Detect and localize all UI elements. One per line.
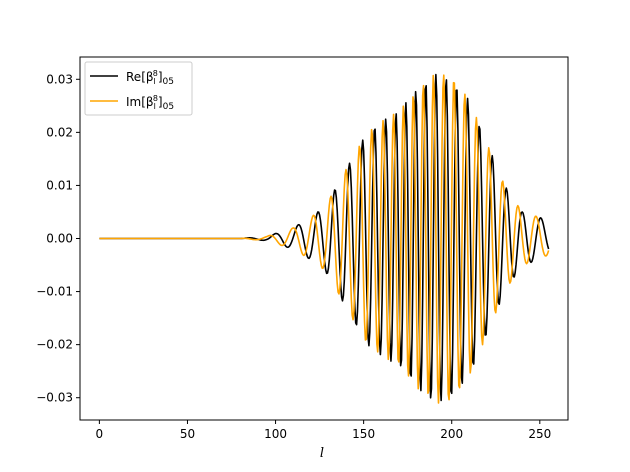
- legend-label-im: Im[βl8]05: [126, 94, 174, 112]
- legend-prefix-im: Im: [126, 95, 141, 109]
- series-line-im: [99, 74, 550, 404]
- legend: Re[βl8]05 Im[βl8]05: [84, 61, 193, 116]
- x-tick-label: 250: [528, 427, 551, 441]
- y-tick-label: −0.02: [36, 338, 73, 352]
- y-tick-label: 0.02: [46, 125, 73, 139]
- x-tick-label: 150: [352, 427, 375, 441]
- legend-sub-re: l: [154, 77, 156, 86]
- y-axis: −0.03 −0.02 −0.01 0.00 0.01 0.02 0.03: [36, 72, 80, 405]
- x-tick-label: 100: [264, 427, 287, 441]
- legend-sup-re: 8: [153, 69, 158, 78]
- legend-sub-im: l: [154, 102, 156, 111]
- y-tick-label: 0.03: [46, 72, 73, 86]
- legend-prefix-re: Re: [126, 70, 141, 84]
- y-tick-label: 0.01: [46, 178, 73, 192]
- x-tick-label: 50: [180, 427, 195, 441]
- legend-label-re: Re[βl8]05: [126, 69, 174, 87]
- x-axis: 0 50 100 150 200 250: [96, 420, 551, 441]
- legend-suffix-re: 05: [163, 77, 174, 87]
- series-layer: [99, 73, 550, 404]
- x-tick-label: 0: [96, 427, 104, 441]
- legend-sup-im: 8: [153, 94, 158, 103]
- y-tick-label: 0.00: [46, 232, 73, 246]
- y-tick-label: −0.01: [36, 285, 73, 299]
- y-tick-label: −0.03: [36, 391, 73, 405]
- x-axis-label: l: [320, 446, 324, 461]
- legend-suffix-im: 05: [163, 102, 174, 112]
- x-tick-label: 200: [440, 427, 463, 441]
